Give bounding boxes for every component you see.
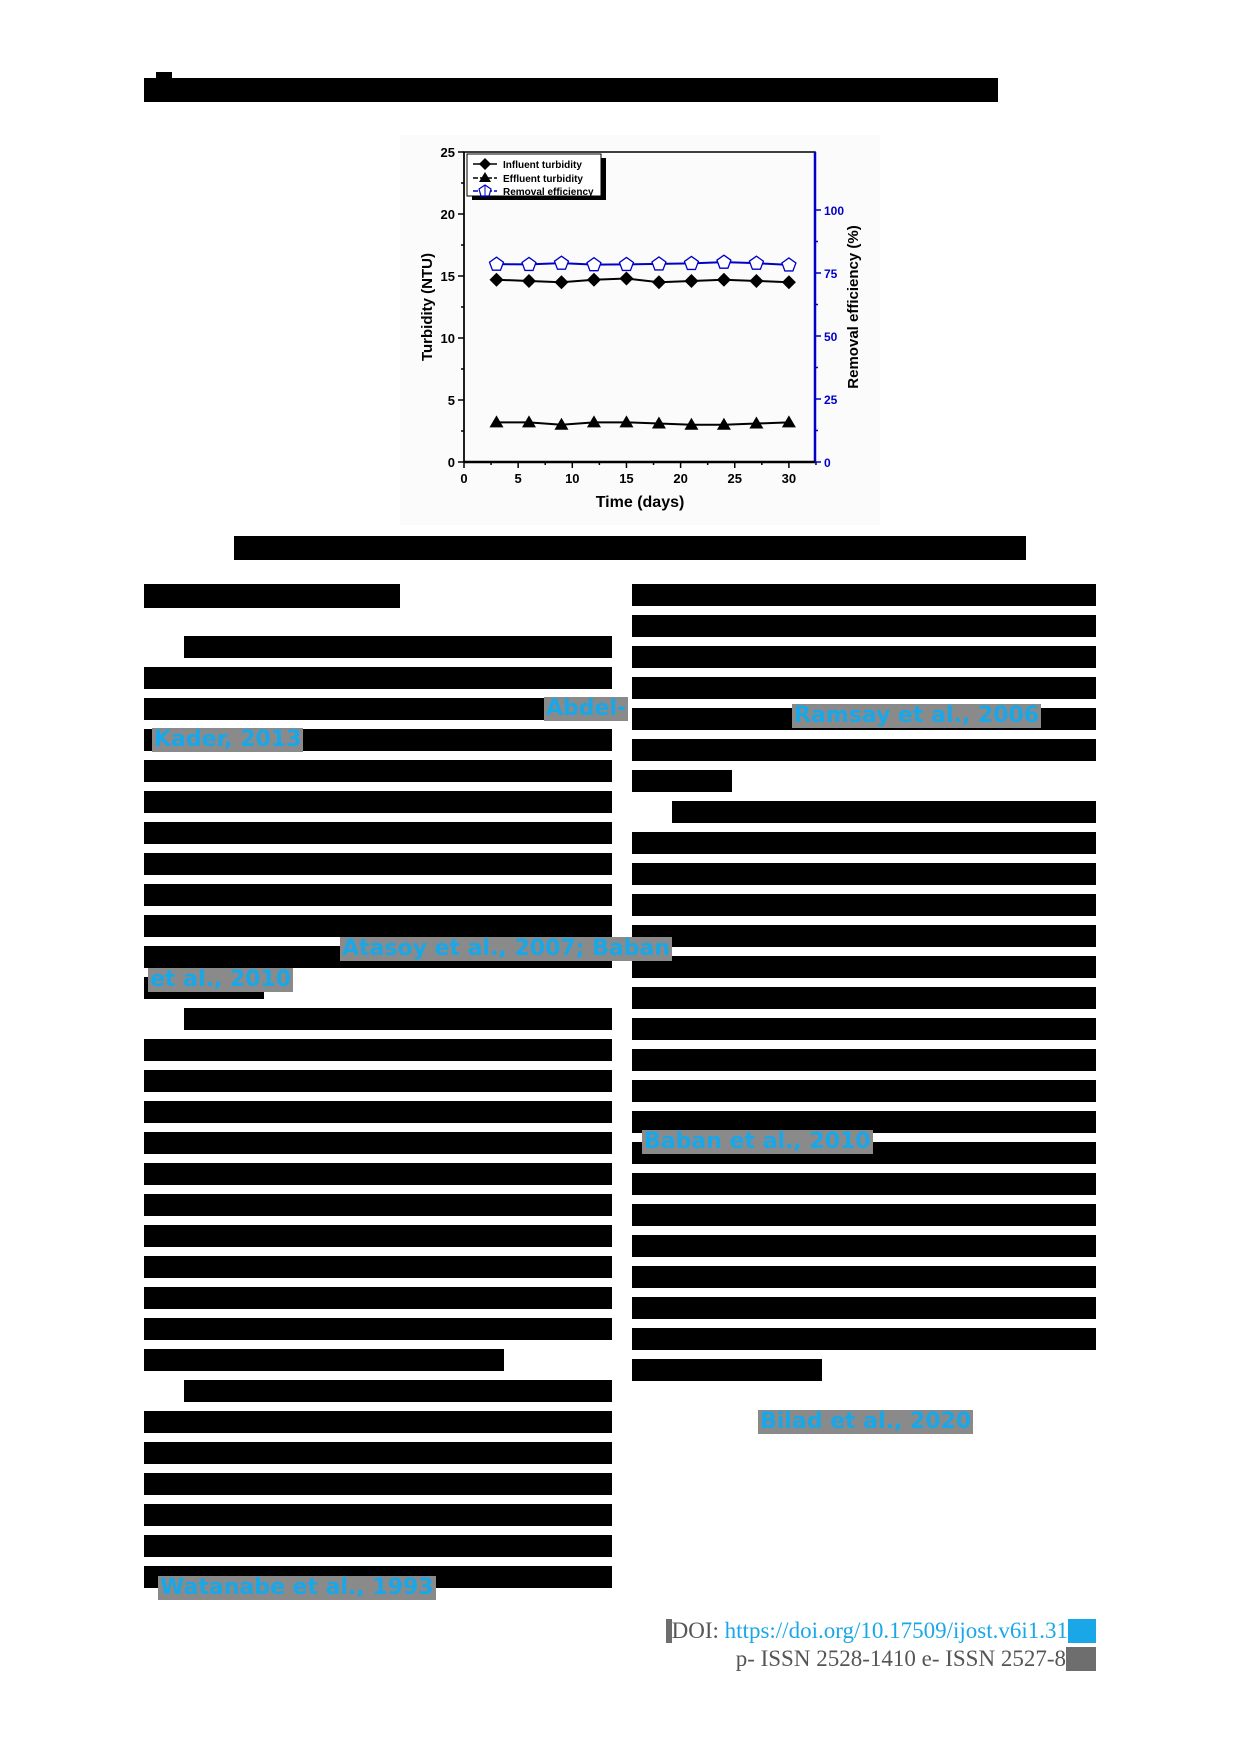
citation-link[interactable]: Kader, 2013 xyxy=(152,727,304,752)
redacted-text-line xyxy=(632,1297,1096,1319)
svg-text:75: 75 xyxy=(824,267,838,281)
redacted-text-line xyxy=(144,1132,612,1154)
legend-removal: Removal efficiency xyxy=(503,187,594,198)
citation-link[interactable]: et al., 2010 xyxy=(148,967,294,992)
redacted-text-line xyxy=(672,801,1096,823)
svg-text:15: 15 xyxy=(619,471,633,486)
redacted-text-line xyxy=(632,894,1096,916)
svg-text:0: 0 xyxy=(448,455,455,470)
redacted-text-line xyxy=(632,1173,1096,1195)
redacted-text-line xyxy=(632,584,1096,606)
redacted-text-line xyxy=(144,791,612,813)
redacted-text-line xyxy=(144,1256,612,1278)
svg-text:25: 25 xyxy=(824,393,838,407)
citation-link[interactable]: Baban et al., 2010 xyxy=(642,1129,873,1154)
redacted-text-line xyxy=(144,884,612,906)
svg-text:5: 5 xyxy=(515,471,522,486)
citation-link[interactable]: Watanabe et al., 1993 xyxy=(158,1575,436,1600)
citation-link[interactable]: Ramsay et al., 2006 xyxy=(792,703,1042,728)
redacted-text-line xyxy=(632,615,1096,637)
redacted-text-line xyxy=(632,956,1096,978)
redacted-text-line xyxy=(144,822,612,844)
redacted-text-line xyxy=(632,1049,1096,1071)
legend-influent: Influent turbidity xyxy=(503,160,582,171)
redacted-text-line xyxy=(144,1287,612,1309)
redacted-text-line xyxy=(632,832,1096,854)
y-axis-label: Turbidity (NTU) xyxy=(419,253,436,361)
redacted-text-line xyxy=(632,1359,822,1381)
redacted-text-line xyxy=(632,987,1096,1009)
citation-link[interactable]: Abdel- xyxy=(544,696,629,721)
doi-link[interactable]: https://doi.org/10.17509/ijost.v6i1.31 xyxy=(724,1618,1068,1643)
turbidity-chart: 0 5 10 15 20 25 0 5 10 15 20 25 30 0 25 50 75 100 Influen… xyxy=(400,135,880,525)
svg-text:10: 10 xyxy=(565,471,579,486)
redacted-text-line xyxy=(632,1235,1096,1257)
figure-caption xyxy=(234,536,1026,560)
redacted-text-line xyxy=(632,1080,1096,1102)
svg-text:50: 50 xyxy=(824,330,838,344)
doi-line: DOI: https://doi.org/10.17509/ijost.v6i1… xyxy=(665,1618,1096,1644)
redacted-text-line xyxy=(144,698,612,720)
svg-text:5: 5 xyxy=(448,393,455,408)
redacted-text-line xyxy=(144,915,612,937)
redacted-text-line xyxy=(144,1163,612,1185)
section-heading xyxy=(144,584,400,608)
redacted-text-line xyxy=(144,1194,612,1216)
redacted-text-line xyxy=(144,1535,612,1557)
y2-axis-label: Removal efficiency (%) xyxy=(845,225,862,388)
issn-text: p- ISSN 2528-1410 e- ISSN 2527-8 xyxy=(735,1646,1066,1671)
redacted-text-line xyxy=(632,925,1096,947)
redacted-text-line xyxy=(632,770,732,792)
doi-label: DOI: xyxy=(671,1618,719,1643)
svg-text:100: 100 xyxy=(824,204,844,218)
svg-text:25: 25 xyxy=(441,145,455,160)
svg-text:0: 0 xyxy=(824,456,831,470)
svg-text:20: 20 xyxy=(673,471,687,486)
redacted-text-line xyxy=(632,677,1096,699)
redacted-text-line xyxy=(184,636,612,658)
running-header-ascender xyxy=(156,72,172,80)
redacted-text-line xyxy=(144,853,612,875)
redacted-text-line xyxy=(184,1008,612,1030)
redacted-text-line xyxy=(632,646,1096,668)
citation-link[interactable]: Atasoy et al., 2007; Baban xyxy=(340,936,673,961)
redacted-text-line xyxy=(632,1111,1096,1133)
redacted-text-line xyxy=(144,1225,612,1247)
svg-text:0: 0 xyxy=(460,471,467,486)
redacted-text-line xyxy=(144,1442,612,1464)
svg-text:25: 25 xyxy=(728,471,742,486)
running-header xyxy=(144,78,998,102)
redacted-text-line xyxy=(144,1473,612,1495)
redacted-text-line xyxy=(144,667,612,689)
redacted-text-line xyxy=(632,1204,1096,1226)
svg-text:15: 15 xyxy=(441,269,455,284)
redacted-text-line xyxy=(184,1380,612,1402)
svg-text:20: 20 xyxy=(441,207,455,222)
x-axis-label: Time (days) xyxy=(596,494,685,511)
redacted-text-line xyxy=(632,1018,1096,1040)
redacted-text-line xyxy=(144,1349,504,1371)
issn-line: p- ISSN 2528-1410 e- ISSN 2527-8 xyxy=(736,1646,1096,1672)
redacted-text-line xyxy=(632,739,1096,761)
chart-legend: Influent turbidity Effluent turbidity Re… xyxy=(466,153,606,200)
redacted-text-line xyxy=(144,760,612,782)
redacted-text-line xyxy=(144,1504,612,1526)
redacted-text-line xyxy=(144,1411,612,1433)
redacted-text-line xyxy=(144,1101,612,1123)
redacted-text-line xyxy=(144,1039,612,1061)
redacted-text-line xyxy=(632,1328,1096,1350)
redacted-text-line xyxy=(632,863,1096,885)
redacted-text-line xyxy=(632,1266,1096,1288)
svg-text:10: 10 xyxy=(441,331,455,346)
legend-effluent: Effluent turbidity xyxy=(503,174,583,185)
citation-link[interactable]: Bilad et al., 2020 xyxy=(758,1409,974,1434)
redacted-text-line xyxy=(144,1318,612,1340)
redacted-text-line xyxy=(144,1070,612,1092)
svg-text:30: 30 xyxy=(782,471,796,486)
